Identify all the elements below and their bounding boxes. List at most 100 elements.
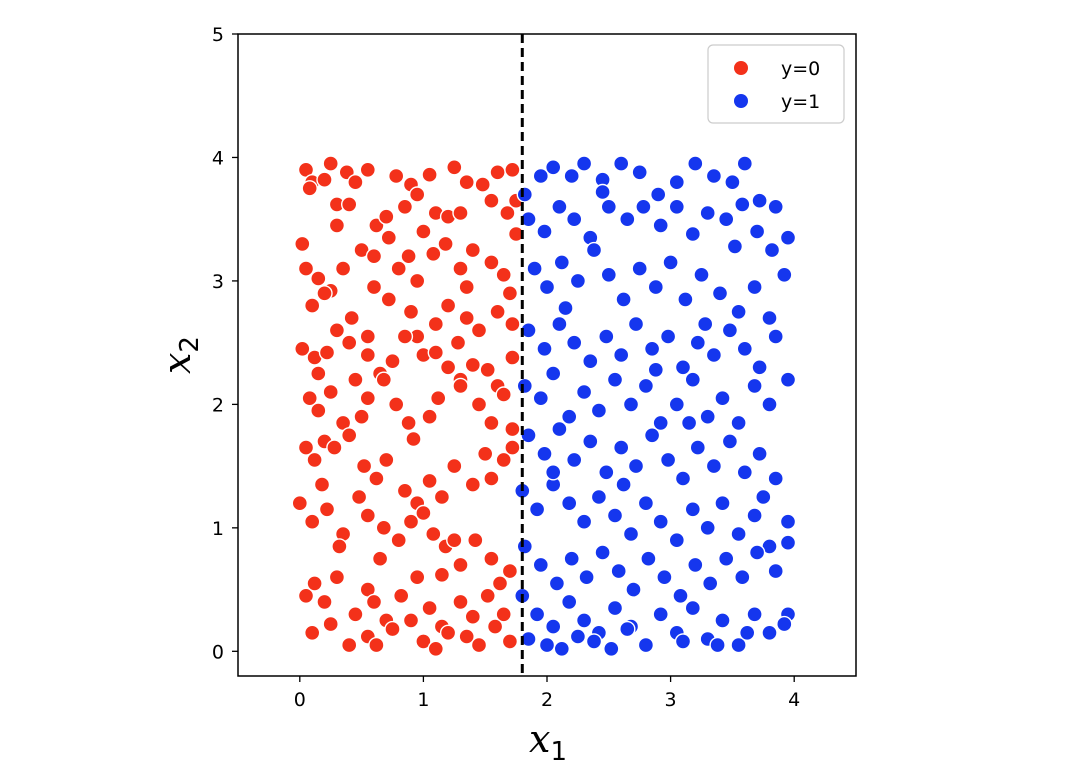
data-point-y0 [421, 472, 438, 490]
data-point-y1 [631, 164, 648, 181]
data-point-y1 [606, 507, 624, 524]
data-point-y0 [464, 476, 481, 493]
data-point-y0 [322, 383, 339, 401]
data-point-y1 [569, 628, 587, 645]
data-point-y1 [563, 167, 580, 185]
data-point-y0 [294, 340, 311, 357]
legend: y=0 y=1 [707, 44, 845, 124]
data-point-y1 [730, 525, 747, 543]
data-point-y1 [538, 278, 556, 296]
legend-label-y1: y=1 [781, 91, 820, 113]
data-point-y0 [316, 171, 333, 188]
data-point-y0 [446, 532, 463, 549]
data-point-y1 [751, 192, 768, 209]
data-point-y1 [730, 414, 747, 432]
data-point-y1 [659, 328, 677, 345]
data-point-y1 [779, 229, 797, 246]
data-point-y1 [659, 451, 677, 469]
data-point-y1 [516, 538, 533, 555]
data-point-y1 [697, 315, 714, 333]
data-point-y1 [625, 581, 642, 598]
data-point-y1 [622, 396, 640, 413]
data-point-y1 [585, 633, 603, 650]
data-point-y0 [489, 164, 506, 181]
data-point-y0 [347, 606, 364, 623]
data-point-y0 [306, 451, 323, 469]
data-point-y0 [458, 173, 475, 191]
data-point-y1 [532, 390, 549, 407]
data-point-y0 [402, 513, 420, 530]
data-point-y1 [779, 371, 797, 388]
data-point-y1 [779, 534, 797, 551]
data-point-y0 [439, 624, 457, 641]
data-point-y1 [619, 210, 636, 228]
data-point-y0 [449, 334, 467, 351]
data-point-y0 [421, 408, 438, 425]
data-point-y1 [734, 569, 751, 586]
data-point-y1 [553, 640, 570, 657]
data-point-y0 [304, 513, 321, 530]
legend-box [707, 44, 845, 124]
data-point-y0 [483, 414, 500, 432]
data-point-y0 [359, 328, 376, 345]
data-point-y1 [776, 615, 793, 633]
data-point-y0 [467, 532, 484, 549]
data-point-y0 [458, 278, 475, 296]
data-point-y0 [316, 593, 333, 611]
data-point-y1 [746, 606, 763, 623]
data-point-y0 [464, 608, 481, 625]
data-point-y1 [751, 359, 768, 376]
data-point-y1 [677, 291, 694, 308]
data-point-y0 [504, 315, 521, 333]
data-point-y1 [528, 501, 546, 518]
data-point-y0 [318, 501, 336, 518]
data-point-y0 [396, 328, 414, 345]
data-point-y1 [730, 636, 747, 654]
data-point-y1 [551, 315, 568, 333]
data-point-y1 [643, 340, 661, 357]
data-point-y0 [402, 303, 420, 320]
data-point-y0 [483, 550, 500, 567]
data-point-y0 [452, 377, 469, 395]
data-point-y0 [301, 390, 318, 407]
data-point-y0 [355, 457, 373, 475]
data-point-y1 [668, 396, 685, 413]
data-point-y1 [600, 266, 617, 283]
data-point-y1 [538, 636, 556, 654]
data-point-y0 [433, 488, 451, 506]
data-point-y1 [551, 198, 568, 216]
data-point-y0 [318, 344, 336, 361]
data-point-y0 [343, 309, 360, 327]
legend-marker-y0 [734, 61, 748, 75]
y-tick-label: 3 [212, 271, 224, 293]
data-point-y1 [631, 260, 648, 277]
data-point-y1 [680, 414, 698, 432]
data-point-y0 [396, 198, 414, 216]
data-point-y0 [483, 192, 500, 209]
data-point-y1 [545, 365, 562, 382]
data-point-y0 [393, 587, 410, 604]
data-point-y0 [310, 270, 327, 287]
data-point-y1 [687, 155, 704, 172]
data-point-y0 [470, 636, 488, 654]
data-point-y0 [380, 291, 397, 308]
data-point-y0 [328, 569, 346, 586]
data-point-y1 [615, 291, 632, 308]
data-point-y1 [606, 371, 624, 388]
data-point-y0 [405, 430, 422, 448]
y-tick-label: 2 [212, 394, 224, 416]
data-point-y1 [575, 383, 593, 401]
data-point-y0 [452, 260, 469, 277]
data-point-y1 [714, 612, 731, 629]
data-point-y0 [402, 612, 420, 629]
data-point-y0 [427, 344, 444, 361]
data-point-y1 [779, 513, 797, 530]
data-point-y0 [328, 217, 346, 234]
x-tick-label: 1 [417, 689, 429, 711]
data-point-y1 [714, 390, 731, 407]
data-point-y0 [388, 167, 405, 185]
data-point-y1 [619, 620, 636, 638]
data-point-y0 [439, 297, 457, 314]
data-point-y1 [693, 266, 710, 283]
